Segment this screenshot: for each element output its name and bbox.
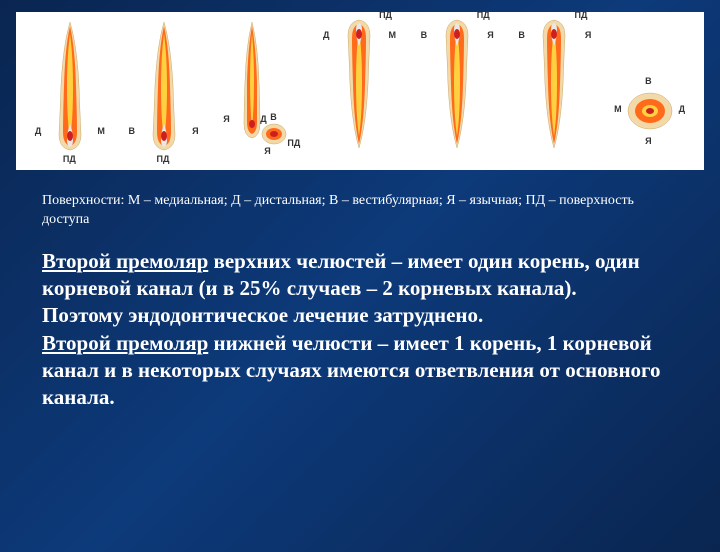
label-pd: ПД: [63, 154, 76, 164]
underline-1: Второй премоляр: [42, 249, 208, 273]
underline-2: Второй премоляр: [42, 331, 208, 355]
label-pd: ПД: [477, 10, 490, 20]
tooth-view-5: В Я ПД: [430, 16, 484, 166]
label-v: В: [129, 126, 136, 136]
label-d: Д: [260, 114, 266, 124]
label-v: В: [270, 112, 277, 122]
tooth-view-4: Д М ПД: [332, 16, 386, 166]
label-d: Д: [35, 126, 41, 136]
label-ya: Я: [223, 114, 229, 124]
tooth-view-1: Д М ПД: [45, 16, 95, 166]
tooth-view-occlusal: М Д В Я: [625, 16, 675, 166]
label-pd: ПД: [379, 10, 392, 20]
label-v: В: [645, 76, 652, 86]
label-ya: Я: [645, 136, 651, 146]
label-pd: ПД: [574, 10, 587, 20]
surfaces-caption: Поверхности: М – медиальная; Д – дисталь…: [42, 192, 678, 230]
tooth-view-6: В Я ПД: [527, 16, 581, 166]
label-m: М: [614, 104, 622, 114]
tooth-view-2: В Я ПД: [139, 16, 189, 166]
label-m: М: [97, 126, 105, 136]
label-ya: Я: [585, 30, 591, 40]
label-v: В: [518, 30, 525, 40]
label-ya: Я: [264, 146, 270, 156]
label-v: В: [421, 30, 428, 40]
label-pd: ПД: [157, 154, 170, 164]
label-ya: Я: [487, 30, 493, 40]
label-m: М: [388, 30, 396, 40]
tooth-view-3: Я Д В Я ПД: [232, 16, 288, 166]
label-d: Д: [679, 104, 685, 114]
text-2: Поэтому эндодонтическое лечение затрудне…: [42, 303, 483, 327]
tooth-diagram-panel: Д М ПД В Я ПД: [16, 12, 704, 170]
slide-body-text: Второй премоляр верхних челюстей – имеет…: [42, 248, 678, 412]
label-pd: ПД: [287, 138, 300, 148]
label-ya: Я: [192, 126, 198, 136]
label-d: Д: [323, 30, 329, 40]
